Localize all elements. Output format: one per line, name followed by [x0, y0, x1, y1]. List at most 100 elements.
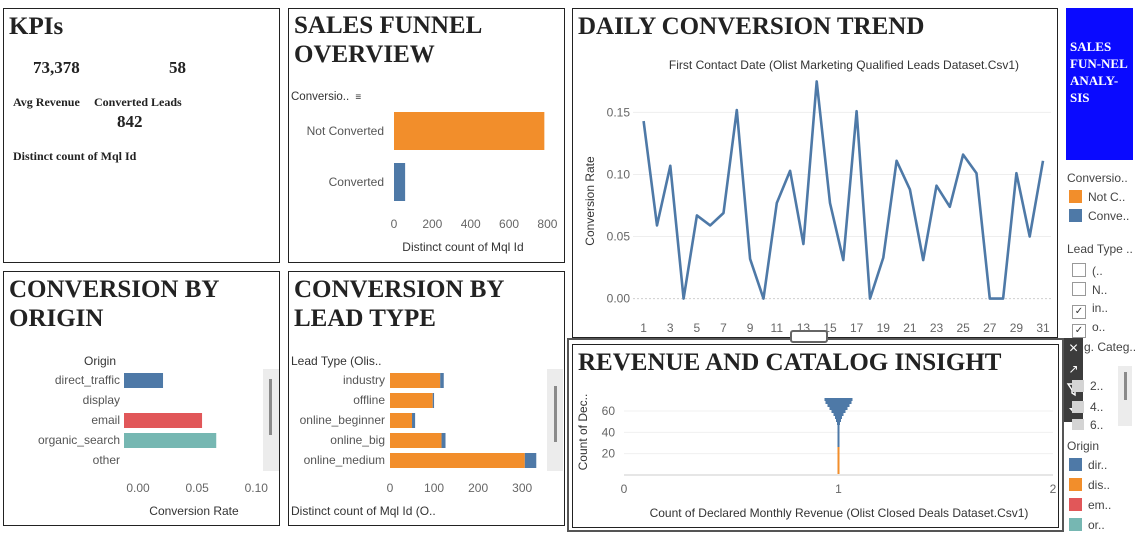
origin-title: CONVERSION BY ORIGIN [9, 276, 219, 334]
revenue-distribution-band [835, 416, 842, 419]
checkbox[interactable] [1072, 282, 1086, 296]
y-tick-label: 0.05 [607, 230, 631, 244]
leadtype-panel: CONVERSION BY LEAD TYPE Lead Type (Olis.… [288, 271, 565, 526]
lead-type-filter-item[interactable]: (.. [1072, 263, 1103, 278]
y-tick-label: 20 [602, 447, 616, 461]
sales-funnel-title: SALES FUNNEL OVERVIEW [294, 12, 482, 70]
categ-swatch [1072, 401, 1084, 413]
checkbox-checked[interactable]: ✓ [1072, 324, 1086, 338]
legend-label: dis.. [1088, 478, 1111, 492]
funnel-field-label[interactable]: Conversio.. ≡ [291, 91, 361, 103]
x-tick-label: 5 [694, 321, 701, 335]
lead-type-filter-item[interactable]: ✓ o.. [1072, 320, 1105, 338]
categ-filter-item[interactable]: 4.. [1072, 400, 1103, 414]
legend-swatch-orange [1069, 478, 1082, 491]
legend-label: dir.. [1088, 458, 1108, 472]
x-tick-label: 600 [499, 217, 519, 231]
filter-label: 6.. [1090, 418, 1104, 430]
origin-header: Origin [84, 354, 117, 368]
y-tick-label: 0.00 [607, 292, 631, 306]
sidebar-legends: Conversio.. Not C.. Conve.. Lead Type ..… [1064, 162, 1135, 537]
category-label: Converted [329, 175, 384, 189]
lead-type-filter-item[interactable]: ✓ in.. [1072, 301, 1108, 319]
origin-scrollbar-thumb[interactable] [269, 379, 272, 435]
x-tick-label: 23 [930, 321, 944, 335]
x-tick-label: 0.00 [126, 481, 150, 495]
legend-origin-display[interactable]: dis.. [1069, 478, 1110, 492]
category-label: online_beginner [300, 413, 385, 427]
categ-scrollbar-thumb[interactable] [1124, 372, 1127, 400]
y-tick-label: 0.15 [607, 105, 631, 119]
x-tick-label: 19 [877, 321, 891, 335]
x-tick-label: 300 [512, 481, 532, 495]
close-icon[interactable]: × [1068, 340, 1079, 357]
checkbox[interactable] [1072, 263, 1086, 277]
category-label: Not Converted [307, 124, 384, 138]
leadtype-title: CONVERSION BY LEAD TYPE [294, 276, 504, 334]
x-tick-label: 31 [1036, 321, 1050, 335]
x-tick-label: 11 [771, 321, 784, 335]
legend-origin-email[interactable]: em.. [1069, 498, 1111, 512]
trend-line [642, 80, 1045, 300]
lead-type-filter-item[interactable]: N.. [1072, 282, 1107, 297]
leadtype-bar-segment [412, 413, 416, 428]
revenue-title: REVENUE AND CATALOG INSIGHT [578, 349, 1002, 376]
distinct-count-value: 842 [117, 112, 143, 131]
sales-funnel-panel: SALES FUNNEL OVERVIEW Conversio.. ≡ Not … [288, 8, 565, 263]
x-tick-label: 0 [387, 481, 394, 495]
category-label: online_big [330, 433, 385, 447]
x-tick-label: 400 [461, 217, 481, 231]
categ-filter-item[interactable]: 6.. [1072, 418, 1103, 430]
x-tick-label: 200 [468, 481, 488, 495]
y-tick-label: 0.10 [607, 167, 631, 181]
kpis-panel: KPIs 73,378 58 Avg Revenue Converted Lea… [3, 8, 280, 263]
legend-swatch-orange [1069, 190, 1082, 203]
legend-not-converted[interactable]: Not C.. [1069, 190, 1125, 204]
leadtype-bar-segment [390, 413, 413, 428]
revenue-panel[interactable]: REVENUE AND CATALOG INSIGHT 20 40 60 0 1 2 Cou… [567, 338, 1064, 532]
revenue-distribution-band [837, 422, 840, 425]
legend-origin-organic[interactable]: or.. [1069, 518, 1105, 532]
x-axis-title: Distinct count of Mql Id [402, 240, 523, 254]
legend-converted[interactable]: Conve.. [1069, 209, 1129, 223]
distinct-count-label: Distinct count of Mql Id [13, 149, 137, 163]
sort-icon[interactable]: ≡ [355, 92, 362, 103]
legend-label: Conve.. [1088, 209, 1130, 223]
x-tick-label: 29 [1010, 321, 1024, 335]
popout-icon[interactable]: ↗ [1068, 362, 1079, 376]
converted-leads-value: 58 [169, 58, 186, 77]
leadtype-scrollbar-thumb[interactable] [554, 386, 557, 442]
legend-swatch-red [1069, 498, 1082, 511]
filter-label: 4.. [1090, 400, 1104, 414]
category-label: email [91, 413, 120, 427]
origin-panel: CONVERSION BY ORIGIN Origin direct_traff… [3, 271, 280, 526]
x-tick-label: 3 [667, 321, 674, 335]
filter-label: (.. [1092, 264, 1103, 278]
checkbox-checked[interactable]: ✓ [1072, 305, 1086, 319]
category-label: online_medium [304, 453, 385, 467]
x-tick-label: 2 [1050, 482, 1057, 496]
leadtype-bar-segment [390, 393, 433, 408]
leadtype-chart: industry offline online_beginner online_big… [291, 373, 537, 518]
y-axis-title: Conversion Rate [583, 156, 597, 246]
x-tick-label: 0 [621, 482, 628, 496]
filter-label: o.. [1092, 320, 1106, 334]
x-tick-label: 1 [835, 482, 842, 496]
funnel-bar [394, 112, 545, 150]
revenue-stem-orange [837, 447, 840, 474]
x-axis-title: Count of Declared Monthly Revenue (Olist… [650, 506, 1029, 520]
x-tick-label: 7 [720, 321, 727, 335]
categ-filter-item[interactable]: 2.. [1072, 379, 1103, 393]
category-label: industry [343, 373, 385, 387]
x-axis-title: Conversion Rate [149, 504, 239, 518]
categ-filter-title: g. Categ.. [1084, 340, 1135, 354]
category-label: organic_search [38, 433, 120, 447]
trend-chart: First Contact Date (Olist Marketing Qual… [583, 58, 1051, 335]
legend-origin-direct[interactable]: dir.. [1069, 458, 1107, 472]
y-axis-title: Count of Dec.. [576, 394, 590, 471]
drag-handle[interactable] [790, 330, 828, 343]
leadtype-bar-segment [390, 453, 525, 468]
conversion-legend-title: Conversio.. [1067, 171, 1128, 185]
revenue-inner-frame [572, 344, 1059, 528]
revenue-distribution-band [825, 401, 852, 404]
